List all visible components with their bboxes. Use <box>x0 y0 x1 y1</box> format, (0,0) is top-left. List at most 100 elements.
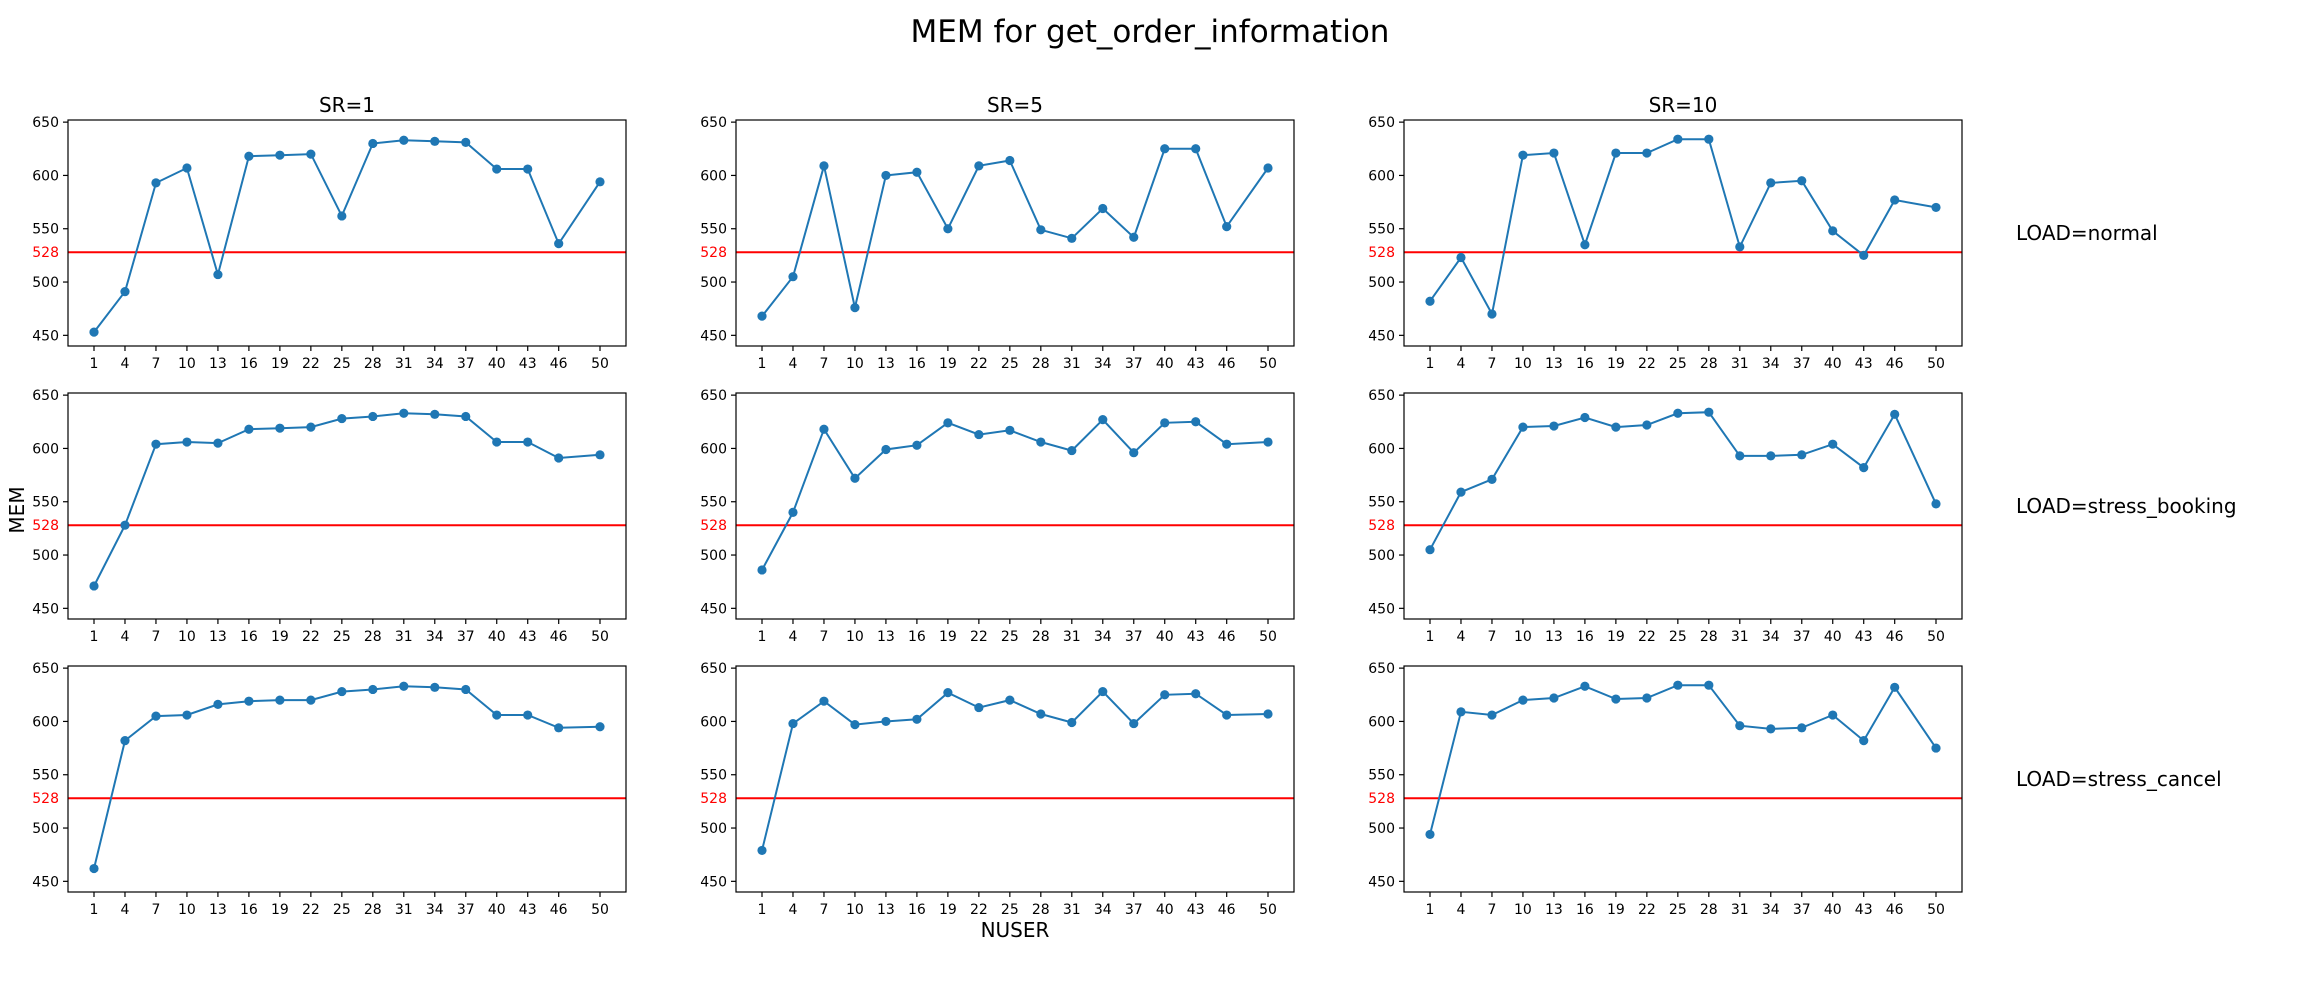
data-point <box>1766 451 1776 461</box>
x-tick-label: 46 <box>1886 902 1904 918</box>
x-tick-label: 4 <box>121 356 130 372</box>
x-tick-label: 31 <box>1731 356 1749 372</box>
x-tick-label: 7 <box>151 629 160 645</box>
x-tick-label: 37 <box>1793 629 1811 645</box>
y-tick-label: 550 <box>32 768 59 784</box>
x-tick-label: 43 <box>519 629 537 645</box>
x-tick-label: 7 <box>819 902 828 918</box>
data-point <box>1611 148 1621 158</box>
x-tick-label: 1 <box>90 629 99 645</box>
data-point <box>1005 155 1015 166</box>
data-point <box>1129 718 1139 729</box>
data-point <box>1673 134 1683 144</box>
threshold-label: 528 <box>32 245 59 261</box>
x-tick-label: 4 <box>1457 902 1466 918</box>
y-tick-label: 500 <box>700 548 727 564</box>
x-tick-label: 4 <box>789 356 798 372</box>
data-point <box>974 702 984 713</box>
data-point <box>89 581 99 591</box>
data-point <box>399 135 409 145</box>
axes-frame <box>1403 665 1963 893</box>
x-tick-label: 43 <box>1187 356 1205 372</box>
x-tick-label: 13 <box>209 629 227 645</box>
series-line <box>761 418 1269 571</box>
x-tick-label: 4 <box>1457 629 1466 645</box>
x-tick-label: 13 <box>1545 356 1563 372</box>
row-label: LOAD=stress_cancel <box>2016 767 2222 791</box>
data-point <box>1642 420 1652 430</box>
x-tick-label: 28 <box>364 629 382 645</box>
threshold-label: 528 <box>700 245 727 261</box>
x-tick-label: 16 <box>240 902 258 918</box>
data-point <box>1549 421 1559 431</box>
x-axis-label: NUSER <box>981 918 1050 942</box>
subplot: 528 450 500 550 600 650 1 4 7 10 13 16 19 22 25 28 31 34 3… <box>32 661 627 918</box>
data-point <box>788 272 798 282</box>
data-point <box>1611 694 1621 704</box>
y-tick-label: 600 <box>1368 714 1395 730</box>
data-point <box>1931 743 1941 753</box>
y-tick-label: 550 <box>1368 768 1395 784</box>
column-title: SR=1 <box>319 93 375 117</box>
x-tick-label: 50 <box>591 629 609 645</box>
data-point <box>1067 233 1077 243</box>
data-point <box>554 453 564 463</box>
x-tick-label: 31 <box>395 902 413 918</box>
data-point <box>1263 163 1273 173</box>
data-point <box>1931 499 1941 509</box>
subplot: 528 450 500 550 600 650 1 4 7 10 13 16 19 22 25 28 31 34 3… <box>1368 661 1963 918</box>
data-point <box>788 718 798 729</box>
y-tick-label: 450 <box>700 601 727 617</box>
x-tick-label: 37 <box>457 356 475 372</box>
data-point <box>943 224 953 234</box>
data-point <box>974 429 984 440</box>
data-point <box>1098 203 1108 214</box>
x-tick-label: 22 <box>970 629 988 645</box>
data-point <box>1456 487 1466 497</box>
x-tick-label: 43 <box>519 902 537 918</box>
data-point <box>89 863 99 874</box>
data-point <box>1160 690 1170 700</box>
data-point <box>1425 545 1435 555</box>
data-point <box>1518 150 1528 160</box>
data-point <box>523 710 533 720</box>
data-point <box>151 711 161 721</box>
x-tick-label: 19 <box>939 629 957 645</box>
x-tick-label: 16 <box>1576 356 1594 372</box>
data-point <box>151 439 161 449</box>
x-tick-label: 7 <box>1487 902 1496 918</box>
data-point <box>1005 695 1015 705</box>
x-tick-label: 28 <box>1700 902 1718 918</box>
threshold-label: 528 <box>1368 245 1395 261</box>
data-point <box>1766 178 1776 188</box>
data-point <box>430 136 440 146</box>
data-point <box>1549 693 1559 703</box>
series-line <box>1429 138 1937 317</box>
y-tick-label: 550 <box>700 768 727 784</box>
y-tick-label: 650 <box>1368 388 1395 404</box>
data-point <box>1067 717 1077 728</box>
x-tick-label: 40 <box>488 902 506 918</box>
x-tick-label: 16 <box>240 356 258 372</box>
data-point <box>1642 148 1652 158</box>
data-point <box>1580 681 1590 691</box>
axes-frame <box>67 392 627 620</box>
x-tick-label: 31 <box>1063 356 1081 372</box>
x-tick-label: 7 <box>151 356 160 372</box>
y-tick-label: 650 <box>700 115 727 131</box>
x-tick-label: 19 <box>939 356 957 372</box>
x-tick-label: 7 <box>1487 356 1496 372</box>
data-point <box>89 327 99 337</box>
axes-frame <box>67 665 627 893</box>
x-tick-label: 25 <box>1001 902 1019 918</box>
x-tick-label: 4 <box>121 902 130 918</box>
data-point <box>1859 250 1869 260</box>
x-tick-label: 28 <box>1032 356 1050 372</box>
x-tick-label: 43 <box>1187 629 1205 645</box>
x-tick-label: 50 <box>1259 902 1277 918</box>
y-tick-label: 550 <box>1368 495 1395 511</box>
data-point <box>819 161 829 171</box>
data-point <box>1828 226 1838 236</box>
y-tick-label: 450 <box>1368 874 1395 890</box>
